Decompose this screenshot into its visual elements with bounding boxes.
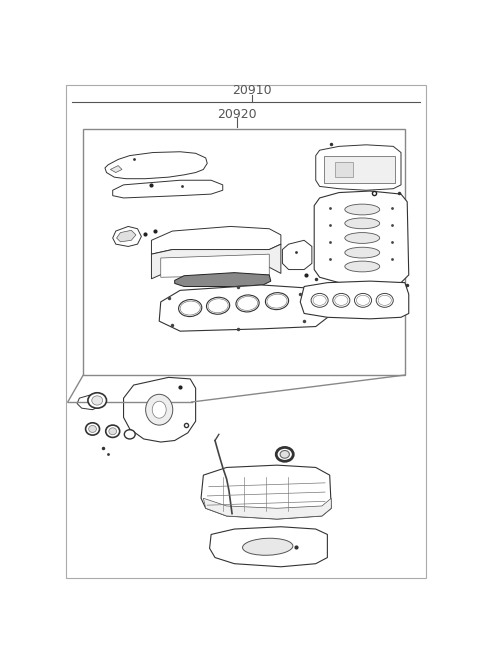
- Ellipse shape: [92, 396, 103, 405]
- Ellipse shape: [265, 293, 288, 310]
- Ellipse shape: [152, 402, 166, 418]
- Ellipse shape: [85, 422, 99, 435]
- Ellipse shape: [345, 233, 380, 244]
- Ellipse shape: [276, 447, 293, 461]
- Polygon shape: [152, 227, 281, 254]
- Bar: [83, 128, 405, 375]
- Ellipse shape: [345, 204, 380, 215]
- Ellipse shape: [89, 426, 96, 432]
- Polygon shape: [105, 152, 207, 179]
- Polygon shape: [175, 272, 271, 286]
- Polygon shape: [161, 254, 269, 277]
- Polygon shape: [123, 377, 196, 442]
- Ellipse shape: [106, 425, 120, 438]
- Ellipse shape: [345, 247, 380, 258]
- Ellipse shape: [208, 299, 228, 312]
- Ellipse shape: [267, 294, 287, 308]
- Polygon shape: [210, 527, 327, 567]
- Ellipse shape: [355, 293, 372, 307]
- Ellipse shape: [378, 295, 391, 305]
- Ellipse shape: [345, 261, 380, 272]
- Ellipse shape: [333, 293, 350, 307]
- Ellipse shape: [357, 295, 370, 305]
- Polygon shape: [117, 231, 136, 242]
- Ellipse shape: [124, 430, 135, 439]
- Polygon shape: [335, 162, 353, 177]
- Polygon shape: [204, 498, 331, 519]
- Polygon shape: [113, 180, 223, 198]
- Ellipse shape: [109, 428, 117, 435]
- Polygon shape: [282, 240, 312, 270]
- Ellipse shape: [145, 394, 173, 425]
- Ellipse shape: [242, 538, 293, 555]
- Polygon shape: [316, 145, 401, 190]
- Ellipse shape: [238, 297, 258, 310]
- Ellipse shape: [180, 301, 200, 315]
- Ellipse shape: [335, 295, 348, 305]
- Polygon shape: [77, 394, 100, 409]
- Polygon shape: [300, 281, 409, 319]
- Ellipse shape: [311, 293, 328, 307]
- Polygon shape: [324, 156, 395, 183]
- Ellipse shape: [280, 451, 289, 458]
- Ellipse shape: [179, 299, 202, 316]
- Ellipse shape: [206, 297, 230, 314]
- Polygon shape: [201, 465, 331, 519]
- Ellipse shape: [345, 218, 380, 229]
- Polygon shape: [159, 285, 330, 331]
- Text: 20910: 20910: [232, 84, 272, 98]
- Ellipse shape: [236, 295, 259, 312]
- Polygon shape: [110, 166, 122, 172]
- Polygon shape: [152, 244, 281, 279]
- Ellipse shape: [88, 393, 107, 408]
- Ellipse shape: [313, 295, 326, 305]
- Polygon shape: [113, 227, 142, 246]
- Text: 20920: 20920: [217, 107, 256, 121]
- Ellipse shape: [376, 293, 393, 307]
- Polygon shape: [314, 191, 409, 285]
